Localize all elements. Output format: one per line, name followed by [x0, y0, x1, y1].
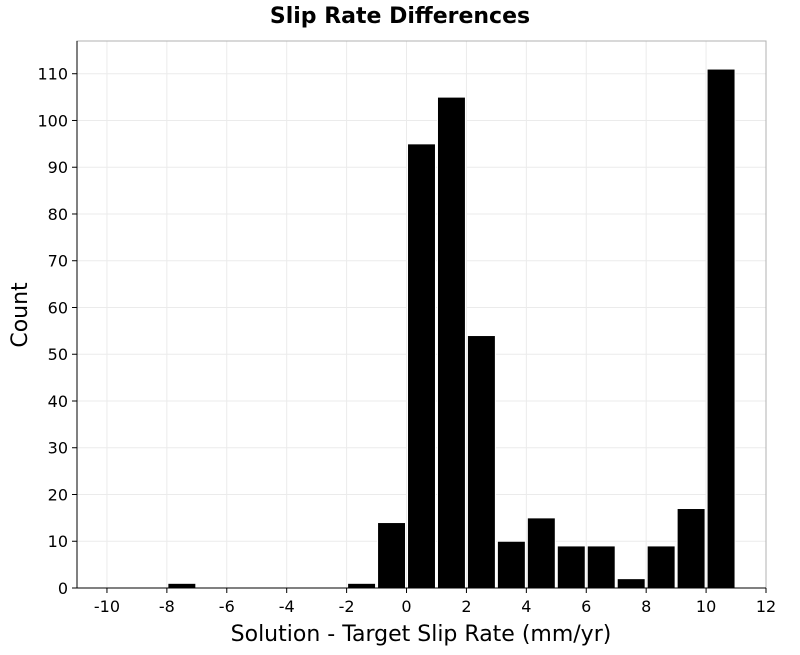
y-tick-label: 90 — [48, 158, 68, 177]
histogram-bar — [676, 508, 706, 589]
y-tick-label: 40 — [48, 392, 68, 411]
histogram-bar — [616, 578, 646, 589]
x-tick-label: -2 — [339, 597, 355, 616]
histogram-bar — [407, 143, 436, 589]
x-tick-label: -10 — [94, 597, 120, 616]
x-tick-label: -8 — [159, 597, 175, 616]
x-tick-label: 6 — [581, 597, 591, 616]
histogram-bar — [526, 517, 556, 589]
histogram-bar — [377, 522, 407, 589]
y-tick-label: 10 — [48, 532, 68, 551]
histogram-bar — [347, 582, 377, 589]
x-tick-label: 10 — [696, 597, 716, 616]
x-tick-label: 2 — [461, 597, 471, 616]
x-tick-label: 12 — [756, 597, 776, 616]
y-tick-label: 0 — [58, 579, 68, 598]
histogram-bar — [167, 582, 197, 589]
histogram-bar — [496, 540, 526, 589]
axes: -10 -8 -6 -4 -2 0 2 4 6 8 10 12 0 10 20 30 40 50 60 70 80 90 1… — [37, 40, 776, 616]
y-tick-label: 110 — [37, 65, 68, 84]
x-tick-label: 8 — [641, 597, 651, 616]
x-tick-label: -4 — [279, 597, 295, 616]
y-axis-label: Count — [8, 282, 33, 348]
x-tick-label: 0 — [401, 597, 411, 616]
histogram-bar — [466, 335, 496, 589]
histogram-bar — [706, 68, 736, 589]
y-tick-label: 80 — [48, 205, 68, 224]
y-tick-label: 100 — [37, 111, 68, 130]
y-tick-label: 20 — [48, 485, 68, 504]
histogram-bar — [646, 545, 676, 589]
y-tick-label: 60 — [48, 298, 68, 317]
histogram-bar — [586, 545, 616, 589]
x-axis-label: Solution - Target Slip Rate (mm/yr) — [231, 622, 612, 647]
x-tick-label: 4 — [521, 597, 531, 616]
chart-title: Slip Rate Differences — [270, 4, 530, 29]
histogram-bar — [436, 96, 466, 589]
x-tick-label: -6 — [219, 597, 235, 616]
y-tick-label: 50 — [48, 345, 68, 364]
y-tick-label: 30 — [48, 439, 68, 458]
histogram-bar — [556, 545, 586, 589]
y-tick-label: 70 — [48, 252, 68, 271]
